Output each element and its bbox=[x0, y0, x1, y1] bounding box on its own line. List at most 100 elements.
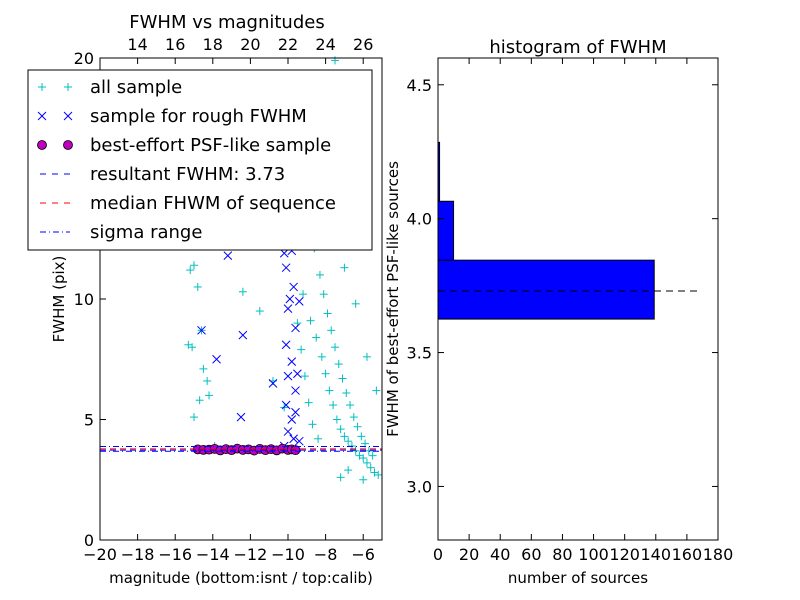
point-0-23 bbox=[306, 316, 315, 325]
point-1-25 bbox=[293, 369, 302, 379]
point-0-69 bbox=[351, 299, 360, 308]
histogram-y-axis-label: FWHM of best-effort PSF-like sources bbox=[384, 161, 402, 437]
legend-label: sample for rough FWHM bbox=[90, 106, 307, 127]
point-0-12 bbox=[238, 287, 247, 296]
point-1-26 bbox=[291, 407, 300, 417]
point-0-59 bbox=[359, 475, 368, 484]
histogram-bar-1 bbox=[437, 200, 455, 261]
point-0-58 bbox=[344, 466, 353, 475]
x-tick-label: −6 bbox=[351, 545, 375, 564]
legend-label: sigma range bbox=[90, 222, 202, 243]
point-0-53 bbox=[357, 432, 366, 441]
point-0-47 bbox=[334, 360, 343, 369]
legend-rows: all sample sample for rough FWHM best-effo… bbox=[37, 77, 336, 243]
point-0-32 bbox=[344, 437, 353, 446]
top-tick-label: 22 bbox=[278, 35, 298, 54]
point-1-13 bbox=[281, 340, 291, 350]
point-0-55 bbox=[364, 446, 373, 455]
point-0-31 bbox=[340, 432, 349, 441]
point-0-4 bbox=[199, 364, 208, 373]
hist-x-tick-label: 60 bbox=[521, 545, 541, 564]
legend-marker-a bbox=[38, 83, 46, 91]
point-0-8 bbox=[184, 340, 193, 349]
top-tick-label: 16 bbox=[165, 35, 185, 54]
scatter-x-axis-label: magnitude (bottom:isnt / top:calib) bbox=[109, 569, 373, 587]
point-1-14 bbox=[287, 357, 297, 367]
legend-entry: best-effort PSF-like sample bbox=[37, 135, 331, 156]
histogram-panel: 0 20 40 60 80 100 120 140 160 180 3.0 3.5 4.0 4.5 his… bbox=[384, 37, 733, 587]
scatter-legend: all sample sample for rough FWHM best-effo… bbox=[27, 69, 373, 251]
legend-label: resultant FWHM: 3.73 bbox=[90, 164, 285, 185]
x-tick-label: −12 bbox=[234, 545, 268, 564]
y-tick-label: 10 bbox=[74, 290, 94, 309]
hist-y-tick-label: 3.0 bbox=[407, 477, 432, 496]
point-0-29 bbox=[332, 415, 341, 424]
histogram-bar-0 bbox=[437, 259, 655, 320]
point-0-70 bbox=[362, 352, 371, 361]
legend-label: median FHWM of sequence bbox=[90, 193, 336, 214]
scatter-panel: −20−18−16−14−12−10−8−6051015201416182022… bbox=[27, 12, 383, 587]
point-0-37 bbox=[362, 458, 371, 467]
x-tick-label: −20 bbox=[83, 545, 117, 564]
point-0-26 bbox=[321, 369, 330, 378]
legend-entry: sample for rough FWHM bbox=[37, 106, 307, 127]
top-tick-label: 24 bbox=[315, 35, 335, 54]
histogram-ticks: 0 20 40 60 80 100 120 140 160 180 3.0 3.5 4.0 4.5 bbox=[407, 58, 733, 564]
hist-x-tick-label: 0 bbox=[433, 545, 443, 564]
histogram-frame bbox=[437, 57, 719, 541]
x-tick-label: −10 bbox=[271, 545, 305, 564]
point-0-62 bbox=[300, 372, 309, 381]
histogram-title: histogram of FWHM bbox=[489, 37, 666, 58]
point-0-56 bbox=[368, 451, 377, 460]
hist-x-tick-label: 160 bbox=[672, 545, 703, 564]
x-tick-label: −14 bbox=[196, 545, 230, 564]
hist-x-tick-label: 140 bbox=[641, 545, 672, 564]
x-tick-label: −18 bbox=[121, 545, 155, 564]
point-0-71 bbox=[372, 386, 381, 395]
point-1-16 bbox=[291, 386, 300, 395]
point-0-2 bbox=[193, 282, 202, 291]
point-1-27 bbox=[294, 436, 304, 446]
point-0-61 bbox=[297, 345, 306, 354]
y-tick-label: 0 bbox=[84, 531, 94, 550]
point-0-63 bbox=[304, 398, 313, 407]
hist-x-tick-label: 20 bbox=[459, 545, 479, 564]
point-0-22 bbox=[299, 290, 308, 299]
point-0-44 bbox=[323, 309, 332, 318]
legend-marker-a bbox=[37, 140, 47, 150]
legend-label: all sample bbox=[90, 77, 182, 98]
point-0-27 bbox=[325, 386, 334, 395]
hist-x-tick-label: 40 bbox=[490, 545, 510, 564]
point-0-65 bbox=[314, 434, 323, 443]
legend-entry: sigma range bbox=[40, 222, 202, 243]
histogram-x-axis-label: number of sources bbox=[508, 569, 648, 587]
point-0-6 bbox=[205, 391, 214, 400]
point-0-52 bbox=[353, 422, 362, 431]
point-1-0 bbox=[223, 251, 233, 260]
scatter-y-axis-label: FWHM (pix) bbox=[50, 256, 68, 343]
point-1-29 bbox=[285, 294, 295, 304]
point-1-20 bbox=[289, 434, 298, 444]
legend-marker-b bbox=[63, 111, 73, 121]
legend-entry: median FHWM of sequence bbox=[40, 193, 336, 214]
point-1-2 bbox=[212, 354, 221, 364]
point-0-13 bbox=[255, 307, 264, 316]
legend-marker-b bbox=[63, 140, 73, 150]
hist-y-tick-label: 3.5 bbox=[407, 344, 432, 363]
point-0-46 bbox=[331, 343, 339, 352]
point-0-51 bbox=[349, 413, 358, 422]
point-0-64 bbox=[308, 420, 317, 429]
legend-entry: all sample bbox=[38, 77, 182, 98]
x-tick-label: −8 bbox=[314, 545, 338, 564]
point-0-36 bbox=[359, 454, 368, 463]
point-0-10 bbox=[190, 413, 198, 422]
point-0-24 bbox=[312, 333, 321, 342]
point-0-68 bbox=[340, 263, 349, 272]
point-0-38 bbox=[366, 463, 375, 472]
point-0-40 bbox=[374, 470, 383, 479]
point-1-4 bbox=[236, 412, 246, 422]
point-1-10 bbox=[289, 282, 298, 292]
point-0-50 bbox=[346, 401, 355, 410]
point-1-17 bbox=[281, 400, 291, 410]
